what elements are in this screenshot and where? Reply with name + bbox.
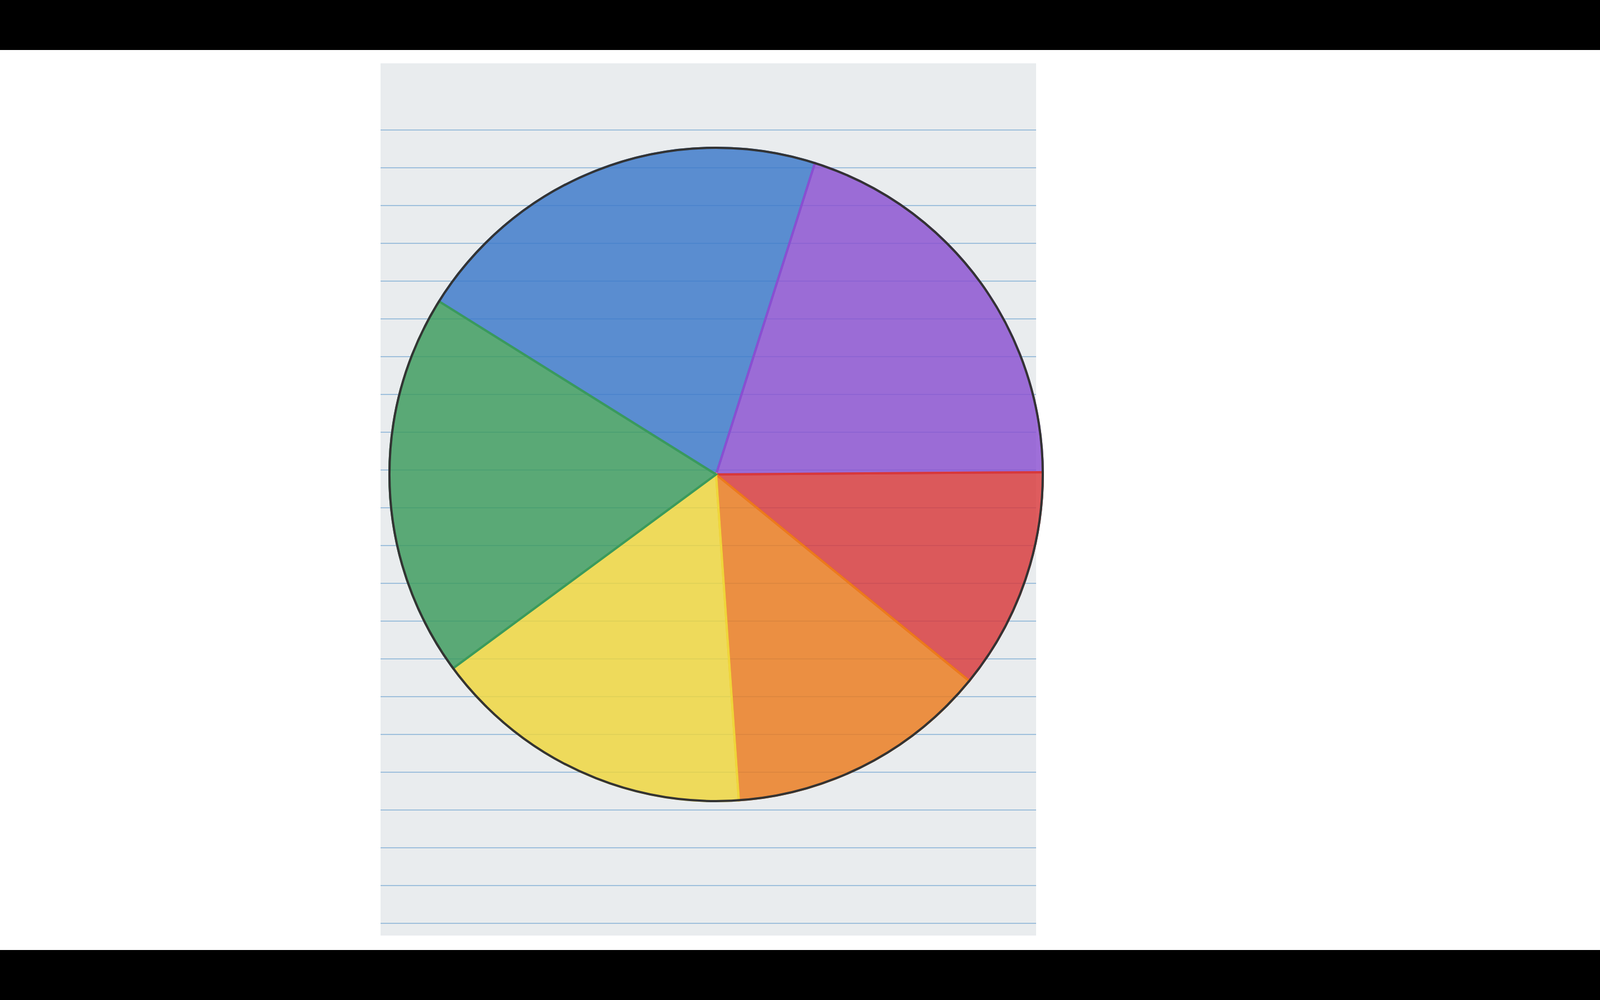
ruled-line [380, 885, 1037, 887]
pie-outline [389, 147, 1043, 802]
ruled-line [380, 129, 1037, 131]
pie-slice [389, 301, 717, 669]
bottom-bar [0, 950, 1600, 1000]
pie [389, 147, 1043, 802]
ruled-line [380, 847, 1037, 849]
ruled-line [380, 809, 1037, 811]
top-bar [0, 0, 1600, 50]
canvas [0, 0, 1600, 1000]
pie-slice [716, 163, 1043, 475]
pie-slice [716, 474, 970, 801]
ruled-line [380, 922, 1037, 924]
